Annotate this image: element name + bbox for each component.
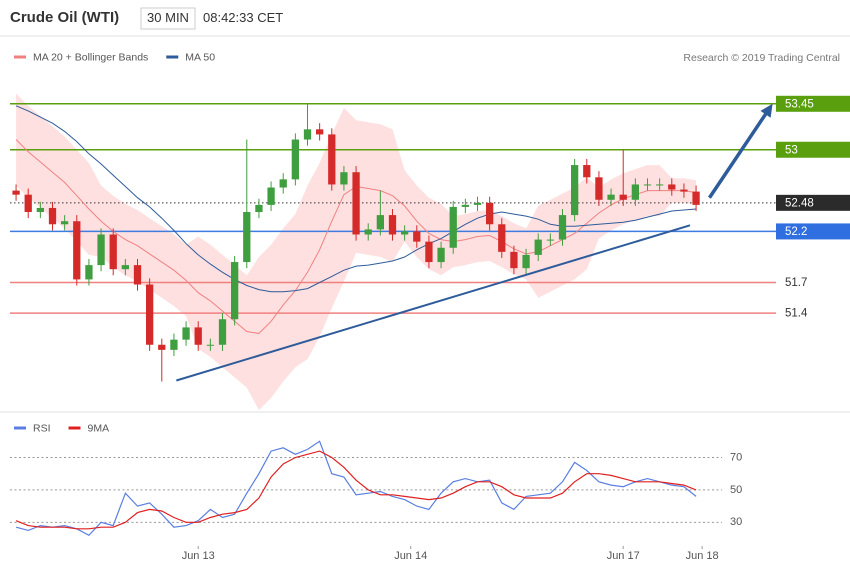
- candle-body: [194, 327, 202, 345]
- x-tick-label: Jun 14: [394, 550, 427, 562]
- time: 08:42:33 CET: [203, 10, 283, 25]
- candle-body: [97, 234, 105, 266]
- candle-body: [255, 204, 263, 213]
- candle-body: [510, 251, 518, 269]
- price-tag: [776, 223, 850, 240]
- candle-body: [146, 284, 154, 345]
- candle-body: [607, 194, 615, 200]
- line: [15, 440, 697, 537]
- candle-body: [449, 206, 457, 248]
- candle-body: [571, 165, 579, 216]
- candle-body: [388, 215, 397, 235]
- candle-body: [133, 265, 142, 285]
- title: Crude Oil (WTI): [10, 9, 119, 26]
- price-tag: [776, 194, 850, 211]
- price-tag: [776, 95, 850, 112]
- candle-body: [36, 207, 44, 213]
- candle-body: [243, 212, 251, 263]
- legend-label: MA 20 + Bollinger Bands: [33, 51, 148, 63]
- candle-body: [121, 265, 129, 270]
- candle-body: [85, 265, 93, 280]
- candle-body: [546, 239, 554, 241]
- candle-body: [267, 187, 275, 205]
- candle-body: [158, 344, 166, 350]
- candle-body: [340, 172, 348, 185]
- candle-body: [61, 221, 69, 225]
- candle-body: [328, 134, 336, 185]
- candle-body: [291, 139, 299, 180]
- candle-body: [583, 165, 591, 178]
- candle-body: [73, 221, 81, 280]
- y-tick-label: 30: [730, 516, 742, 528]
- price-tag-label: 53: [785, 144, 798, 156]
- bollinger-band-fill: [16, 93, 697, 411]
- price-tag-label: 52.2: [785, 226, 807, 238]
- legend-label: MA 50: [185, 51, 215, 63]
- interval: 30 MIN: [147, 10, 189, 25]
- price-tag-label: 52.48: [785, 197, 814, 209]
- candle-body: [486, 202, 494, 225]
- candle-body: [413, 231, 421, 242]
- candle-body: [218, 319, 227, 345]
- forecast-arrow: [707, 109, 770, 199]
- candle-body: [619, 194, 627, 200]
- candle-body: [109, 234, 117, 270]
- moving-average: [15, 105, 697, 293]
- candle-body: [170, 339, 178, 350]
- candle-body: [631, 184, 639, 200]
- credit: Research © 2019 Trading Central: [683, 52, 840, 64]
- candle-body: [364, 229, 372, 235]
- legend-label: RSI: [33, 422, 51, 434]
- line: [15, 450, 697, 530]
- price-tag: [776, 141, 850, 158]
- candle-body: [182, 327, 190, 340]
- candle-body: [12, 190, 20, 195]
- candle-body: [680, 189, 688, 192]
- legend-label: 9MA: [88, 422, 110, 434]
- candle-body: [376, 215, 384, 230]
- price-tag-label: 51.7: [785, 277, 807, 289]
- x-tick-label: Jun 18: [686, 550, 719, 562]
- candle-body: [48, 207, 57, 225]
- candle-body: [352, 172, 360, 235]
- candle-body: [522, 254, 530, 269]
- candle-body: [498, 224, 506, 252]
- candle-body: [668, 184, 676, 190]
- candle-body: [692, 191, 700, 205]
- candle-body: [461, 204, 469, 207]
- candle-body: [401, 231, 409, 235]
- y-tick-label: 70: [730, 451, 742, 463]
- candle-body: [534, 239, 542, 255]
- interval-box: [140, 7, 196, 30]
- candle-body: [425, 241, 433, 263]
- candle-body: [473, 202, 482, 205]
- x-tick-label: Jun 17: [607, 550, 640, 562]
- trend-line: [176, 224, 691, 382]
- candle-body: [558, 215, 567, 240]
- candle-body: [437, 247, 445, 263]
- candle-body: [279, 179, 287, 188]
- candle-body: [656, 184, 664, 186]
- candle-body: [303, 129, 312, 140]
- candle-body: [231, 262, 239, 320]
- candle-body: [316, 129, 324, 135]
- candle-body: [643, 184, 652, 186]
- forecast-arrow-head: [760, 103, 773, 118]
- price-tag-label: 51.4: [785, 308, 808, 320]
- candle-body: [24, 194, 32, 213]
- y-tick-label: 50: [730, 484, 742, 496]
- candle-body: [595, 177, 603, 200]
- candle-body: [206, 344, 214, 346]
- price-tag-label: 53.45: [785, 98, 814, 110]
- x-tick-label: Jun 13: [182, 550, 215, 562]
